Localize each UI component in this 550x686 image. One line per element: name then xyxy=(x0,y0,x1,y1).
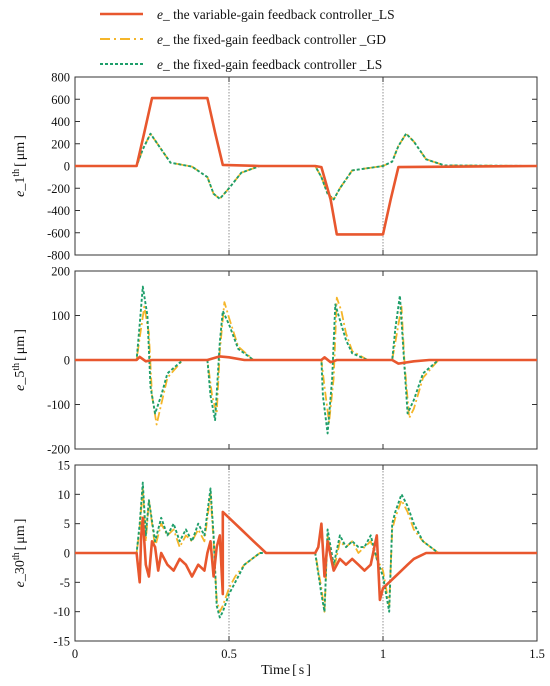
legend-label-fixed-ls: e_ the fixed-gain feedback controller _L… xyxy=(157,57,382,72)
y-tick-label: -10 xyxy=(53,605,70,619)
y-tick-label: 100 xyxy=(51,309,70,323)
y-axis-label: e_30th[μm] xyxy=(11,519,28,588)
series-line-fixed-ls xyxy=(75,481,537,619)
y-tick-label: -800 xyxy=(47,249,70,263)
y-tick-label: 15 xyxy=(58,459,71,473)
series-group xyxy=(75,285,537,435)
x-tick-label: 1 xyxy=(380,647,386,661)
series-line-variable-ls xyxy=(75,510,537,602)
panel-e-30th: 15 10 5 0 -5 -10 -15 e_30th[μm] xyxy=(11,459,538,649)
legend-item-fixed-gd: e_ the fixed-gain feedback controller _G… xyxy=(100,32,386,47)
series-line-variable-ls xyxy=(75,355,537,365)
x-tick-label: 0 xyxy=(72,647,78,661)
y-tick-label: 10 xyxy=(58,488,71,502)
y-tick-label: -400 xyxy=(47,204,70,218)
x-tick-labels: 0 0.5 1 1.5 xyxy=(72,647,545,661)
legend-label-variable-ls: e_ the variable-gain feedback controller… xyxy=(157,7,395,22)
y-tick-label: -5 xyxy=(60,576,70,590)
x-tick-label: 1.5 xyxy=(529,647,545,661)
legend-item-variable-ls: e_ the variable-gain feedback controller… xyxy=(100,7,395,22)
x-tick-label: 0.5 xyxy=(221,647,237,661)
y-tick-label: 0 xyxy=(64,160,70,174)
y-tick-label: 200 xyxy=(51,137,70,151)
legend-label-fixed-gd: e_ the fixed-gain feedback controller _G… xyxy=(157,32,386,47)
y-tick-label: -200 xyxy=(47,443,70,457)
y-tick-label: -600 xyxy=(47,226,70,240)
series-line-variable-ls xyxy=(75,96,537,236)
y-tick-label: -15 xyxy=(53,635,70,649)
series-line-fixed-ls xyxy=(75,285,537,435)
y-tick-label: -200 xyxy=(47,182,70,196)
legend-item-fixed-ls: e_ the fixed-gain feedback controller _L… xyxy=(100,57,382,72)
y-tick-label: 0 xyxy=(64,354,70,368)
y-tick-label: 0 xyxy=(64,547,70,561)
y-tick-label: -100 xyxy=(47,398,70,412)
y-tick-label: 200 xyxy=(51,265,70,279)
y-tick-label: 800 xyxy=(51,71,70,85)
y-axis-label: e_5th[μm] xyxy=(11,329,28,391)
y-tick-label: 400 xyxy=(51,115,70,129)
series-group xyxy=(75,481,537,619)
legend: e_ the variable-gain feedback controller… xyxy=(100,7,395,72)
y-tick-label: 5 xyxy=(64,517,70,531)
x-axis-label: Time[s] xyxy=(261,663,311,678)
panel-e-5th: 200 100 0 -100 -200 e_5th[μm] xyxy=(11,265,538,457)
y-tick-label: 600 xyxy=(51,93,70,107)
y-axis-label: e_1th[μm] xyxy=(11,135,28,197)
series-group xyxy=(75,96,537,236)
panel-e-1th: 800 600 400 200 0 -200 -400 -600 -800 e_1th[μm] xyxy=(11,71,538,263)
